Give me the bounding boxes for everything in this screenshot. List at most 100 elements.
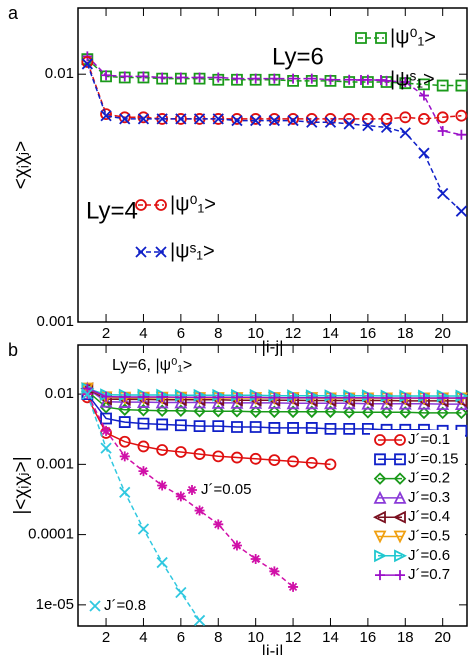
marker bbox=[174, 404, 188, 417]
marker bbox=[138, 466, 149, 477]
marker bbox=[267, 395, 281, 409]
marker bbox=[100, 110, 112, 122]
marker bbox=[249, 405, 262, 419]
marker bbox=[394, 434, 406, 446]
marker bbox=[156, 444, 169, 456]
legend-label: J´=0.8 bbox=[104, 597, 146, 614]
marker bbox=[81, 388, 93, 400]
x-tick-label: 12 bbox=[285, 325, 302, 342]
x-tick-label: 16 bbox=[360, 325, 377, 342]
marker bbox=[137, 440, 150, 453]
marker bbox=[135, 246, 147, 258]
marker bbox=[194, 505, 205, 516]
annotation: Ly=6, |ψ⁰₁> bbox=[112, 357, 192, 374]
marker bbox=[230, 404, 244, 418]
marker bbox=[155, 395, 169, 409]
x-tick-label: 14 bbox=[322, 325, 339, 342]
y-tick-label: 0.01 bbox=[45, 65, 74, 82]
marker bbox=[287, 74, 299, 87]
x-tick-label: 6 bbox=[177, 325, 185, 342]
marker bbox=[193, 614, 206, 627]
marker bbox=[394, 549, 408, 563]
legend-label: J´=0.4 bbox=[408, 508, 450, 525]
marker bbox=[137, 403, 150, 417]
panel-label: b bbox=[8, 340, 18, 360]
marker bbox=[213, 519, 224, 530]
marker bbox=[381, 393, 392, 404]
plot-frame bbox=[77, 344, 468, 627]
marker bbox=[400, 393, 411, 404]
marker bbox=[325, 392, 336, 403]
marker bbox=[193, 395, 207, 409]
marker bbox=[361, 113, 374, 125]
marker bbox=[393, 530, 407, 544]
marker bbox=[249, 73, 262, 86]
x-tick-label: 2 bbox=[102, 325, 110, 342]
marker bbox=[418, 113, 430, 125]
marker bbox=[305, 422, 318, 434]
marker bbox=[249, 421, 262, 433]
x-tick-label: 12 bbox=[285, 629, 302, 646]
marker bbox=[157, 72, 168, 83]
marker bbox=[372, 510, 386, 524]
marker bbox=[375, 570, 385, 581]
marker bbox=[137, 417, 150, 430]
marker bbox=[212, 73, 225, 86]
marker bbox=[119, 113, 131, 125]
marker bbox=[193, 420, 206, 433]
marker bbox=[324, 405, 337, 419]
marker bbox=[193, 72, 206, 85]
marker bbox=[101, 391, 112, 402]
x-tick-label: 14 bbox=[322, 629, 339, 646]
legend-label: J´=0.05 bbox=[201, 481, 251, 498]
y-axis-label: <χᵢχⱼ> bbox=[11, 141, 32, 189]
marker bbox=[305, 456, 318, 469]
marker bbox=[175, 491, 186, 502]
marker bbox=[250, 392, 261, 403]
marker bbox=[119, 486, 131, 498]
marker bbox=[373, 490, 387, 504]
x-tick-label: 10 bbox=[247, 325, 264, 342]
marker bbox=[101, 425, 112, 436]
marker bbox=[249, 113, 262, 125]
marker bbox=[118, 435, 131, 448]
marker bbox=[175, 392, 186, 403]
marker bbox=[399, 77, 412, 90]
marker bbox=[250, 114, 262, 127]
marker bbox=[324, 113, 337, 125]
marker bbox=[417, 406, 431, 420]
marker bbox=[374, 434, 386, 446]
marker bbox=[194, 72, 205, 83]
marker bbox=[137, 113, 150, 125]
marker bbox=[249, 452, 262, 465]
panel-label: a bbox=[8, 3, 19, 23]
marker bbox=[157, 391, 168, 402]
legend-label: |ψˢ₁> bbox=[170, 240, 215, 262]
marker bbox=[286, 405, 300, 419]
marker bbox=[325, 74, 336, 85]
marker bbox=[193, 404, 206, 418]
marker bbox=[155, 246, 167, 258]
marker bbox=[268, 422, 281, 434]
marker bbox=[306, 73, 317, 84]
x-tick-label: 20 bbox=[434, 325, 451, 342]
marker bbox=[268, 405, 281, 419]
x-tick-label: 18 bbox=[397, 325, 414, 342]
series-line bbox=[86, 61, 462, 120]
marker bbox=[100, 70, 112, 83]
marker bbox=[436, 79, 449, 92]
legend-label: J´=0.5 bbox=[408, 527, 450, 544]
marker bbox=[174, 446, 187, 458]
marker bbox=[343, 76, 356, 88]
marker bbox=[380, 121, 393, 134]
marker bbox=[269, 73, 280, 84]
marker bbox=[342, 406, 356, 419]
marker bbox=[230, 395, 244, 409]
marker bbox=[250, 73, 261, 84]
marker bbox=[137, 395, 150, 408]
marker bbox=[174, 395, 188, 409]
marker bbox=[287, 114, 299, 127]
marker bbox=[380, 406, 393, 419]
x-tick-label: 4 bbox=[139, 629, 147, 646]
